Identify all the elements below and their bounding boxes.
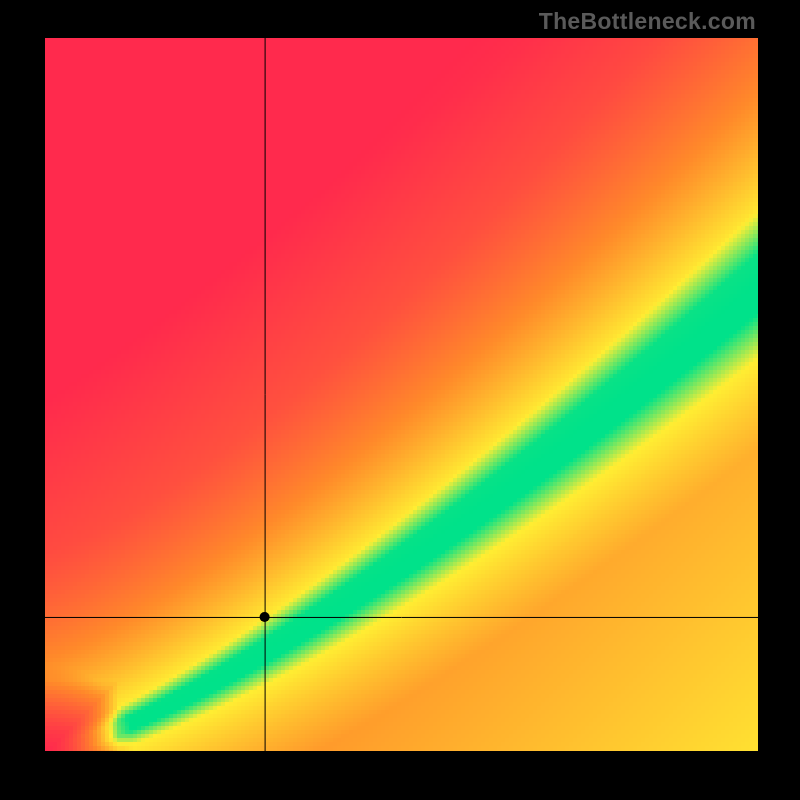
- watermark-text: TheBottleneck.com: [539, 8, 756, 35]
- bottleneck-heatmap: [0, 0, 800, 800]
